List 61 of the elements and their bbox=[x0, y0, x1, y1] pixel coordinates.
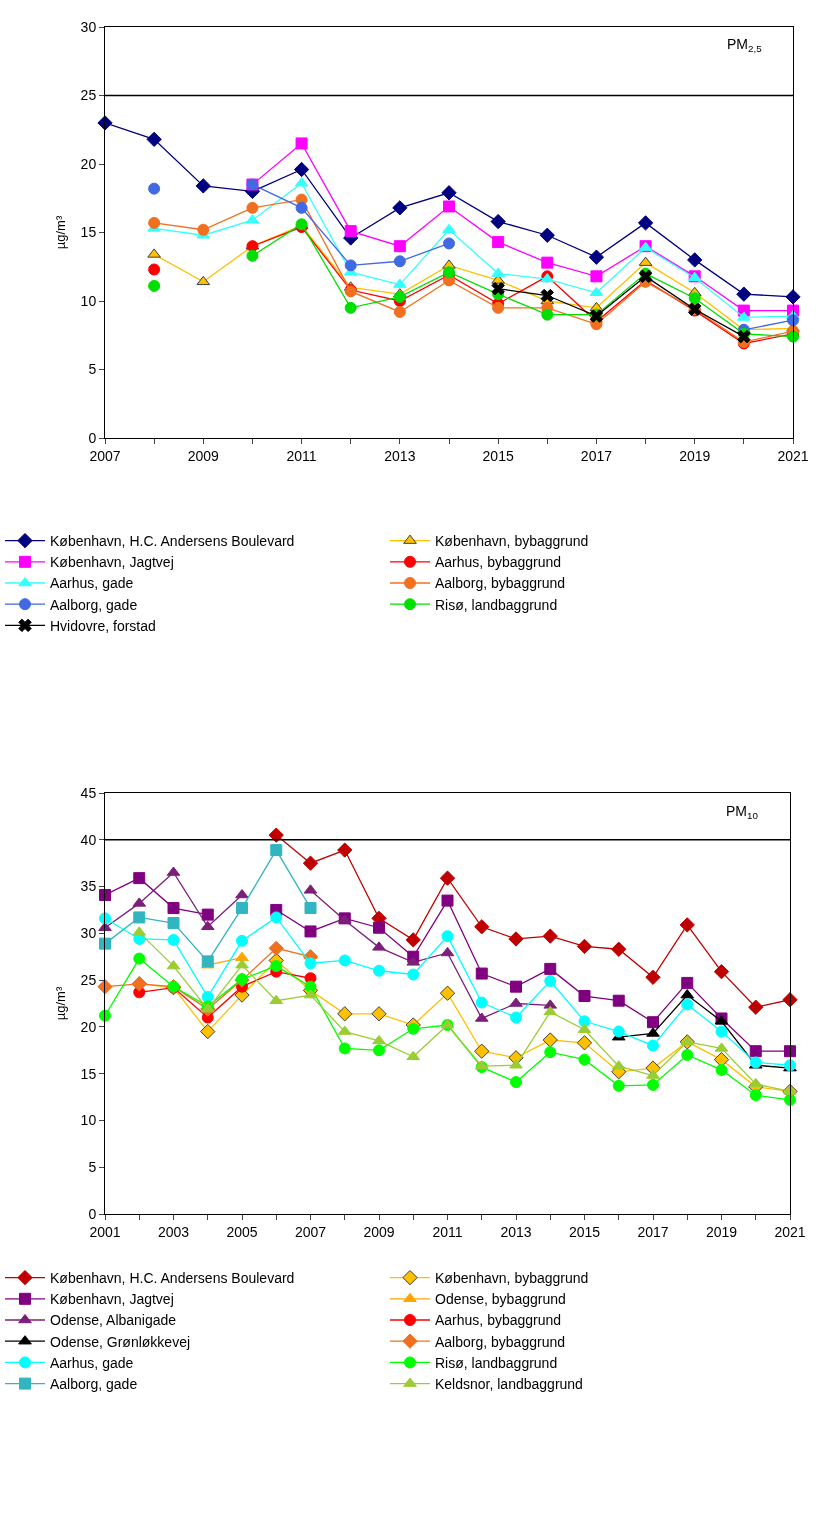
x-tick-label: 2009 bbox=[187, 447, 220, 464]
legend-label: Aalborg, gade bbox=[50, 1376, 138, 1393]
y-tick-label: 20 bbox=[80, 1018, 97, 1035]
x-tick-label: 2003 bbox=[157, 1223, 190, 1240]
y-tick-label: 45 bbox=[80, 784, 97, 801]
legend-label: Aarhus, gade bbox=[50, 575, 134, 592]
legend-label: København, Jagtvej bbox=[50, 1291, 174, 1308]
x-tick-label: 2011 bbox=[286, 447, 317, 464]
x-tick-label: 2005 bbox=[226, 1223, 258, 1240]
y-tick-label: 15 bbox=[80, 224, 97, 241]
x-tick-label: 2017 bbox=[580, 447, 613, 464]
y-tick-label: 10 bbox=[80, 1112, 97, 1129]
x-tick-label: 2021 bbox=[777, 447, 809, 464]
y-tick-label: 5 bbox=[88, 1159, 97, 1176]
x-tick-label: 2007 bbox=[89, 447, 121, 464]
x-tick-label: 2007 bbox=[294, 1223, 327, 1240]
legend-label: Aalborg, gade bbox=[50, 596, 138, 613]
x-tick-label: 2017 bbox=[637, 1223, 669, 1240]
x-tick-label: 2021 bbox=[774, 1223, 806, 1240]
legend-label: Keldsnor, landbaggrund bbox=[435, 1376, 583, 1393]
y-tick-label: 30 bbox=[80, 18, 97, 35]
legend-label: Risø, landbaggrund bbox=[435, 1354, 558, 1371]
y-tick-label: 40 bbox=[80, 831, 97, 848]
legend-label: Aarhus, bybaggrund bbox=[435, 554, 562, 571]
y-tick-label: 30 bbox=[80, 925, 97, 942]
x-tick-label: 2019 bbox=[705, 1223, 738, 1240]
legend-label: Odense, bybaggrund bbox=[435, 1291, 566, 1308]
x-tick-label: 2009 bbox=[363, 1223, 395, 1240]
legend-label: København, H.C. Andersens Boulevard bbox=[50, 1270, 295, 1287]
legend-label: København, H.C. Andersens Boulevard bbox=[50, 533, 295, 550]
y-tick-label: 25 bbox=[80, 87, 97, 104]
x-tick-label: 2013 bbox=[384, 447, 416, 464]
y-tick-label: 0 bbox=[88, 1205, 97, 1222]
annotation: PM$_{10}$ bbox=[726, 803, 759, 821]
legend-label: København, bybaggrund bbox=[435, 1270, 589, 1287]
y-tick-label: 5 bbox=[88, 361, 97, 378]
legend-label: Hvidovre, forstad bbox=[50, 617, 156, 634]
legend-label: Aalborg, bybaggrund bbox=[435, 1333, 565, 1350]
x-tick-label: 2015 bbox=[568, 1223, 601, 1240]
y-tick-label: 20 bbox=[80, 155, 97, 172]
y-tick-label: 25 bbox=[80, 972, 97, 989]
legend-label: Risø, landbaggrund bbox=[435, 596, 558, 613]
legend-label: Aarhus, bybaggrund bbox=[435, 1312, 562, 1329]
legend-label: København, bybaggrund bbox=[435, 533, 589, 550]
legend-label: Aalborg, bybaggrund bbox=[435, 575, 565, 592]
y-tick-label: 0 bbox=[88, 429, 97, 446]
y-axis-title: µg/m³ bbox=[52, 986, 68, 1021]
x-tick-label: 2011 bbox=[432, 1223, 463, 1240]
x-tick-label: 2015 bbox=[482, 447, 514, 464]
annotation: PM$_{2,5}$ bbox=[727, 36, 763, 54]
y-tick-label: 15 bbox=[80, 1065, 97, 1082]
legend-label: Odense, Albanigade bbox=[50, 1312, 177, 1329]
y-tick-label: 10 bbox=[80, 292, 97, 309]
x-tick-label: 2013 bbox=[500, 1223, 532, 1240]
y-tick-label: 35 bbox=[80, 878, 97, 895]
legend-label: København, Jagtvej bbox=[50, 554, 174, 571]
x-tick-label: 2001 bbox=[89, 1223, 121, 1240]
y-axis-title: µg/m³ bbox=[52, 215, 68, 250]
x-tick-label: 2019 bbox=[679, 447, 711, 464]
legend-label: Aarhus, gade bbox=[50, 1354, 134, 1371]
legend-label: Odense, Grønløkkevej bbox=[50, 1333, 191, 1350]
